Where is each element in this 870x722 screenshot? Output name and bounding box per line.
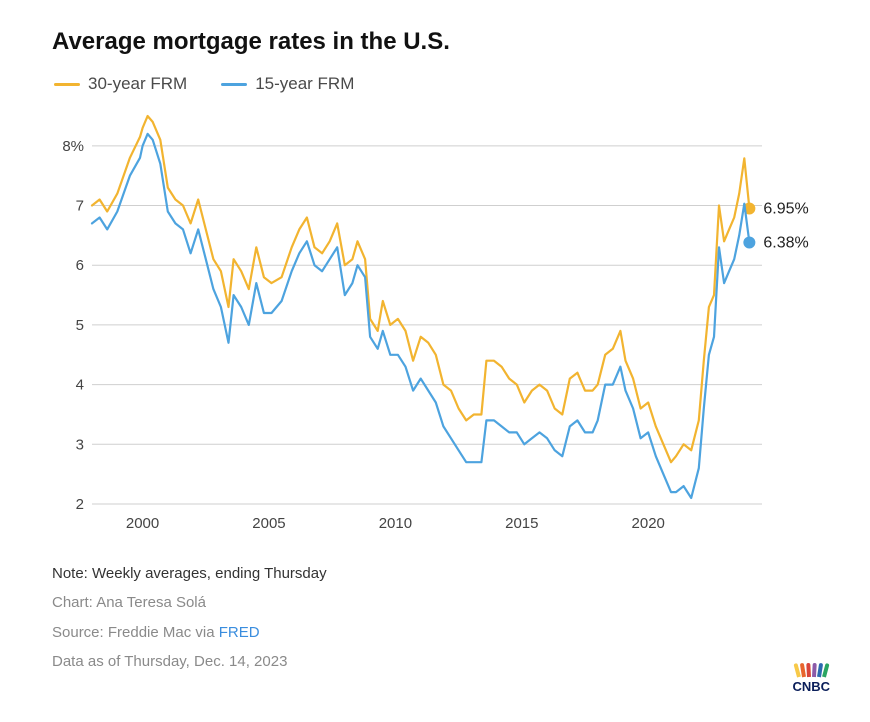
svg-text:2010: 2010 [379,515,412,532]
svg-text:2005: 2005 [252,515,285,532]
chart-credit: Chart: Ana Teresa Solá [52,591,830,614]
svg-text:2020: 2020 [632,515,665,532]
svg-text:5: 5 [76,317,84,334]
svg-text:7: 7 [76,198,84,215]
cnbc-logo: CNBC [792,663,830,694]
legend: 30-year FRM 15-year FRM [54,74,830,94]
peacock-icon [796,663,826,677]
legend-item-15yr: 15-year FRM [221,74,354,94]
svg-text:6.95%: 6.95% [763,201,808,218]
svg-text:6: 6 [76,257,84,274]
note-line: Note: Weekly averages, ending Thursday [52,562,830,585]
data-asof: Data as of Thursday, Dec. 14, 2023 [52,650,830,673]
svg-text:8%: 8% [62,138,84,155]
svg-text:2000: 2000 [126,515,159,532]
source-link[interactable]: FRED [219,624,260,641]
chart-svg: 2 3 4 5 6 7 8% 2000 2005 2010 2015 2020 6.95% 6.38% [52,104,832,534]
legend-label-15yr: 15-year FRM [255,74,354,94]
svg-text:6.38%: 6.38% [763,235,808,252]
svg-text:4: 4 [76,377,84,394]
legend-swatch-30yr [54,83,80,86]
svg-text:2: 2 [76,496,84,513]
chart-title: Average mortgage rates in the U.S. [52,28,830,56]
legend-swatch-15yr [221,83,247,86]
logo-text: CNBC [792,679,830,694]
svg-text:3: 3 [76,436,84,453]
legend-item-30yr: 30-year FRM [54,74,187,94]
legend-label-30yr: 30-year FRM [88,74,187,94]
chart-notes: Note: Weekly averages, ending Thursday C… [52,562,830,673]
svg-text:2015: 2015 [505,515,538,532]
source-line: Source: Freddie Mac via FRED [52,621,830,644]
line-chart: 2 3 4 5 6 7 8% 2000 2005 2010 2015 2020 6.95% 6.38% [52,104,832,534]
